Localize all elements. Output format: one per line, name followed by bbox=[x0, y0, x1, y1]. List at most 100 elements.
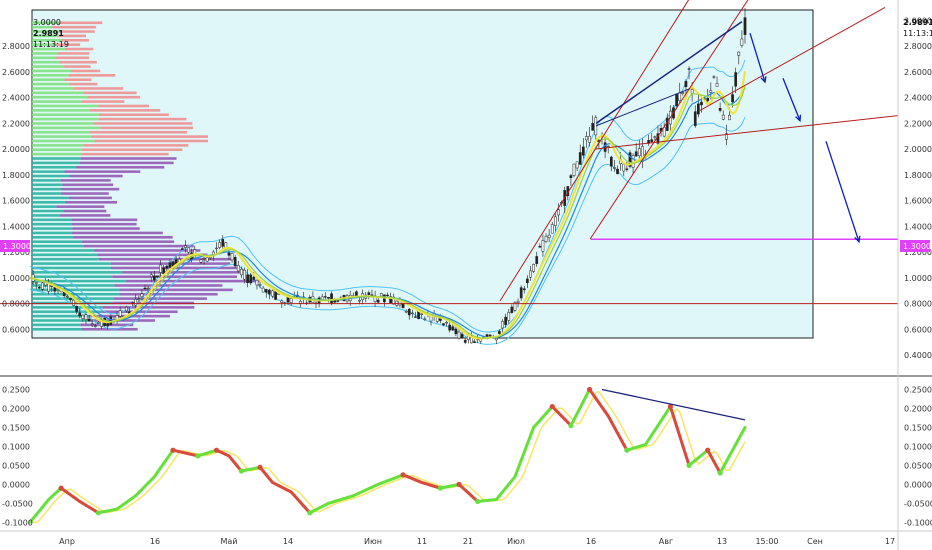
profile-sell-bar bbox=[112, 275, 238, 279]
candle-body bbox=[180, 248, 184, 250]
profile-sell-bar bbox=[71, 69, 101, 73]
candle-body bbox=[532, 264, 535, 272]
candle-body bbox=[675, 94, 678, 107]
candle-body bbox=[585, 136, 588, 141]
profile-buy-bar bbox=[32, 323, 81, 327]
candle-body bbox=[221, 239, 225, 247]
oscillator-peak-marker bbox=[400, 472, 406, 478]
oscillator-axis[interactable]: 0.2500 0.2500 0.2000 0.2000 0.1500 0.1500 0.10… bbox=[2, 385, 932, 527]
candle-body bbox=[159, 264, 162, 273]
oscillator-peak-marker bbox=[667, 403, 673, 410]
osc-tick-label-left: 0.1000 bbox=[2, 442, 30, 451]
profile-buy-bar bbox=[32, 126, 101, 130]
candle-body bbox=[581, 146, 585, 156]
profile-buy-bar bbox=[32, 69, 72, 73]
candle-body bbox=[445, 322, 448, 324]
candle-body bbox=[320, 296, 324, 300]
profile-sell-bar bbox=[81, 152, 169, 156]
wedge-inner-line[interactable] bbox=[595, 88, 691, 127]
profile-sell-bar bbox=[98, 117, 187, 121]
candle-body bbox=[616, 168, 619, 175]
candle-body bbox=[330, 293, 333, 304]
candle-body bbox=[513, 302, 517, 311]
candle-body bbox=[392, 296, 396, 305]
price-axis[interactable]: 3.0000 2.8000 2.6000 2.4000 2.2000 2.0000 1.80… bbox=[2, 16, 932, 360]
channel-line-upper[interactable] bbox=[499, 0, 700, 302]
candle-body bbox=[140, 293, 144, 297]
oscillator-peak-marker bbox=[705, 447, 711, 453]
moving-averages bbox=[29, 71, 746, 340]
candle-body bbox=[243, 269, 246, 280]
header-last-price: 2.9891 bbox=[33, 29, 64, 38]
profile-sell-bar bbox=[113, 297, 207, 300]
channel-line-lower[interactable] bbox=[594, 115, 899, 150]
candle-body bbox=[230, 252, 234, 261]
profile-sell-bar bbox=[80, 157, 177, 160]
candle-body bbox=[637, 148, 641, 157]
candle-body bbox=[488, 334, 492, 337]
profile-sell-bar bbox=[81, 327, 138, 331]
profile-buy-bar bbox=[32, 310, 103, 314]
profile-sell-bar bbox=[89, 109, 161, 112]
candle-body bbox=[603, 142, 607, 152]
oscillator-peak-marker bbox=[213, 447, 220, 453]
osc-tick-label-left: 0.0000 bbox=[2, 480, 30, 489]
price-tick-label: 2.8000 bbox=[904, 42, 932, 51]
candle-body bbox=[724, 133, 728, 140]
candle-body bbox=[526, 278, 529, 284]
forecast-arrow[interactable] bbox=[825, 141, 860, 243]
candle-body bbox=[588, 135, 591, 143]
candle-body bbox=[252, 276, 256, 280]
osc-tick-label-right: -0.0500 bbox=[904, 499, 932, 508]
candle-body bbox=[522, 288, 526, 291]
time-tick-label: 16 bbox=[150, 537, 160, 546]
profile-buy-bar bbox=[32, 231, 73, 235]
channel-line-left[interactable] bbox=[589, 0, 760, 240]
osc-tick-label-right: 0.2500 bbox=[904, 385, 932, 394]
profile-buy-bar bbox=[32, 314, 90, 318]
price-tick-label-left: 0.8000 bbox=[2, 300, 30, 309]
profile-sell-bar bbox=[58, 21, 103, 25]
trend-drawings[interactable] bbox=[0, 0, 899, 305]
profile-buy-bar bbox=[32, 113, 99, 117]
consolidation-rectangle[interactable] bbox=[31, 9, 814, 339]
profile-buy-bar bbox=[32, 100, 82, 103]
forecast-arrow[interactable] bbox=[749, 32, 766, 83]
channel-line-right[interactable] bbox=[699, 6, 886, 111]
candle-body bbox=[715, 83, 719, 87]
candle-body bbox=[498, 331, 501, 335]
candle-body bbox=[609, 156, 613, 167]
lower-band bbox=[29, 116, 746, 345]
profile-sell-bar bbox=[73, 87, 124, 90]
oscillator-segment bbox=[672, 414, 679, 428]
profile-sell-bar bbox=[91, 135, 209, 138]
profile-sell-bar bbox=[61, 187, 120, 191]
candle-body bbox=[187, 247, 190, 253]
candle-body bbox=[258, 284, 262, 286]
osc-tick-label-left: 0.2500 bbox=[2, 385, 30, 394]
price-tick-label: 1.0000 bbox=[904, 274, 932, 283]
wedge-top-line[interactable] bbox=[595, 20, 743, 124]
candle-body bbox=[146, 287, 150, 290]
time-axis[interactable]: Апр 16 Май 14 Июн 11 21 Июл 16 Авг 13 15:00 Сен 17 bbox=[59, 537, 895, 546]
candle-body bbox=[572, 163, 576, 176]
candle-body bbox=[81, 314, 85, 319]
candle-body bbox=[137, 298, 141, 300]
profile-buy-bar bbox=[32, 266, 111, 270]
candle-body bbox=[165, 265, 169, 269]
oscillator-trough-marker bbox=[307, 510, 313, 516]
profile-sell-bar bbox=[64, 170, 141, 173]
osc-tick-label-right: 0.2000 bbox=[904, 404, 932, 413]
profile-sell-bar bbox=[81, 148, 183, 152]
time-tick-label: Июл bbox=[507, 537, 525, 546]
candle-body bbox=[162, 267, 166, 274]
candle-body bbox=[376, 299, 380, 303]
profile-buy-bar bbox=[32, 253, 98, 257]
forecast-arrow-head bbox=[854, 235, 861, 244]
profile-buy-bar bbox=[32, 56, 56, 60]
osc-tick-label-left: -0.0500 bbox=[2, 499, 33, 508]
divergence-line[interactable] bbox=[601, 388, 746, 421]
right-time: 11:13:19 bbox=[903, 29, 932, 38]
forecast-arrow[interactable] bbox=[782, 78, 801, 121]
candle-body bbox=[414, 316, 417, 318]
